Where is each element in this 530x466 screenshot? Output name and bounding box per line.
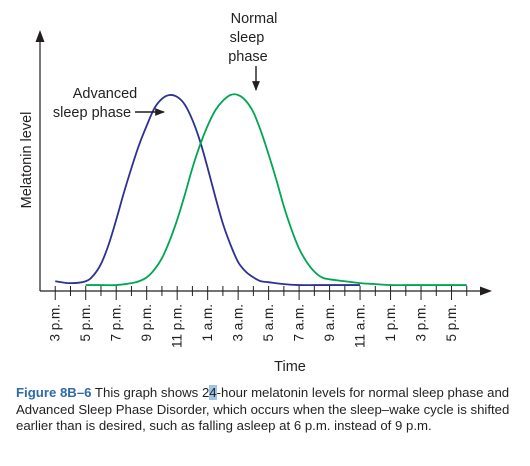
- x-tick-label: 3 a.m.: [231, 304, 246, 342]
- x-tick-label: 3 p.m.: [414, 304, 429, 342]
- annotation-advanced-line2: sleep phase: [53, 105, 131, 121]
- x-axis-label: Time: [274, 359, 306, 375]
- caption-highlight: 4: [209, 385, 217, 400]
- x-tick-label: 5 p.m.: [444, 304, 459, 342]
- x-tick-label: 1 a.m.: [200, 304, 215, 342]
- annotation-advanced-line1: Advanced: [73, 86, 138, 102]
- y-axis-arrowhead: [35, 30, 45, 42]
- series-lines: [55, 93, 467, 287]
- x-tick-label: 3 p.m.: [48, 304, 63, 342]
- x-ticks: 3 p.m. 5 p.m. 7 p.m. 9 p.m. 11 p.m. 1 a.m. 3 a…: [48, 286, 468, 348]
- annotation-normal-line2: sleep: [230, 30, 265, 46]
- series-line-advanced: [55, 94, 361, 287]
- x-tick-label: 9 a.m.: [322, 304, 337, 342]
- x-tick-label: 5 p.m.: [78, 304, 93, 342]
- melatonin-chart: 3 p.m. 5 p.m. 7 p.m. 9 p.m. 11 p.m. 1 a.m. 3 a…: [19, 11, 492, 375]
- axes: [35, 30, 492, 296]
- x-tick-label: 7 p.m.: [109, 304, 124, 342]
- annotation-normal: Normal sleep phase: [228, 11, 278, 91]
- x-tick-label: 9 p.m.: [139, 304, 154, 342]
- annotation-normal-line1: Normal: [231, 11, 278, 27]
- y-axis-label: Melatonin level: [19, 112, 35, 209]
- x-tick-label: 11 p.m.: [170, 304, 185, 348]
- caption-text-end: -hour melatonin levels for normal sleep …: [16, 385, 510, 433]
- x-tick-label: 7 a.m.: [292, 304, 307, 342]
- x-tick-label: 1 p.m.: [383, 304, 398, 342]
- figure-label: Figure 8B–6: [16, 385, 92, 400]
- series-line-normal: [85, 93, 467, 287]
- figure-caption: Figure 8B–6 This graph shows 24-hour mel…: [16, 385, 516, 435]
- annotation-advanced: Advanced sleep phase: [53, 86, 165, 121]
- annotation-normal-line3: phase: [228, 49, 268, 65]
- x-axis-arrowhead: [480, 286, 492, 296]
- caption-text-start: This graph shows 2: [91, 385, 210, 400]
- x-tick-label: 11 a.m.: [353, 304, 368, 348]
- x-tick-label: 5 a.m.: [261, 304, 276, 342]
